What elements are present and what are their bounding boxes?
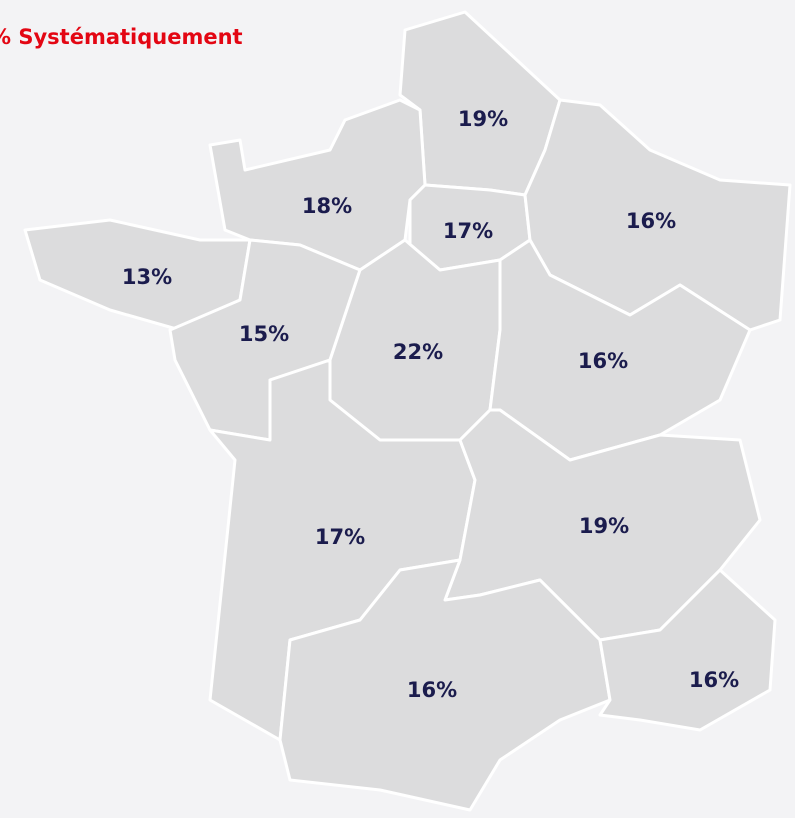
region-value-label: 15% [239, 322, 289, 346]
regions [23, 10, 792, 812]
region-value-label: 16% [407, 678, 457, 702]
map-title: % Systématiquement [0, 25, 243, 49]
region-value-label: 19% [579, 514, 629, 538]
region-value-label: 16% [578, 349, 628, 373]
region-value-label: 18% [302, 194, 352, 218]
labels: 19% 18% 17% 16% 13% 15% 22% 16% 17% 19% 16% 16% [122, 107, 739, 702]
region-value-label: 22% [393, 340, 443, 364]
region [598, 568, 777, 732]
region-value-label: 19% [458, 107, 508, 131]
region-value-label: 16% [689, 668, 739, 692]
region-value-label: 17% [443, 219, 493, 243]
region-value-label: 13% [122, 265, 172, 289]
region-value-label: 17% [315, 525, 365, 549]
region-value-label: 16% [626, 209, 676, 233]
